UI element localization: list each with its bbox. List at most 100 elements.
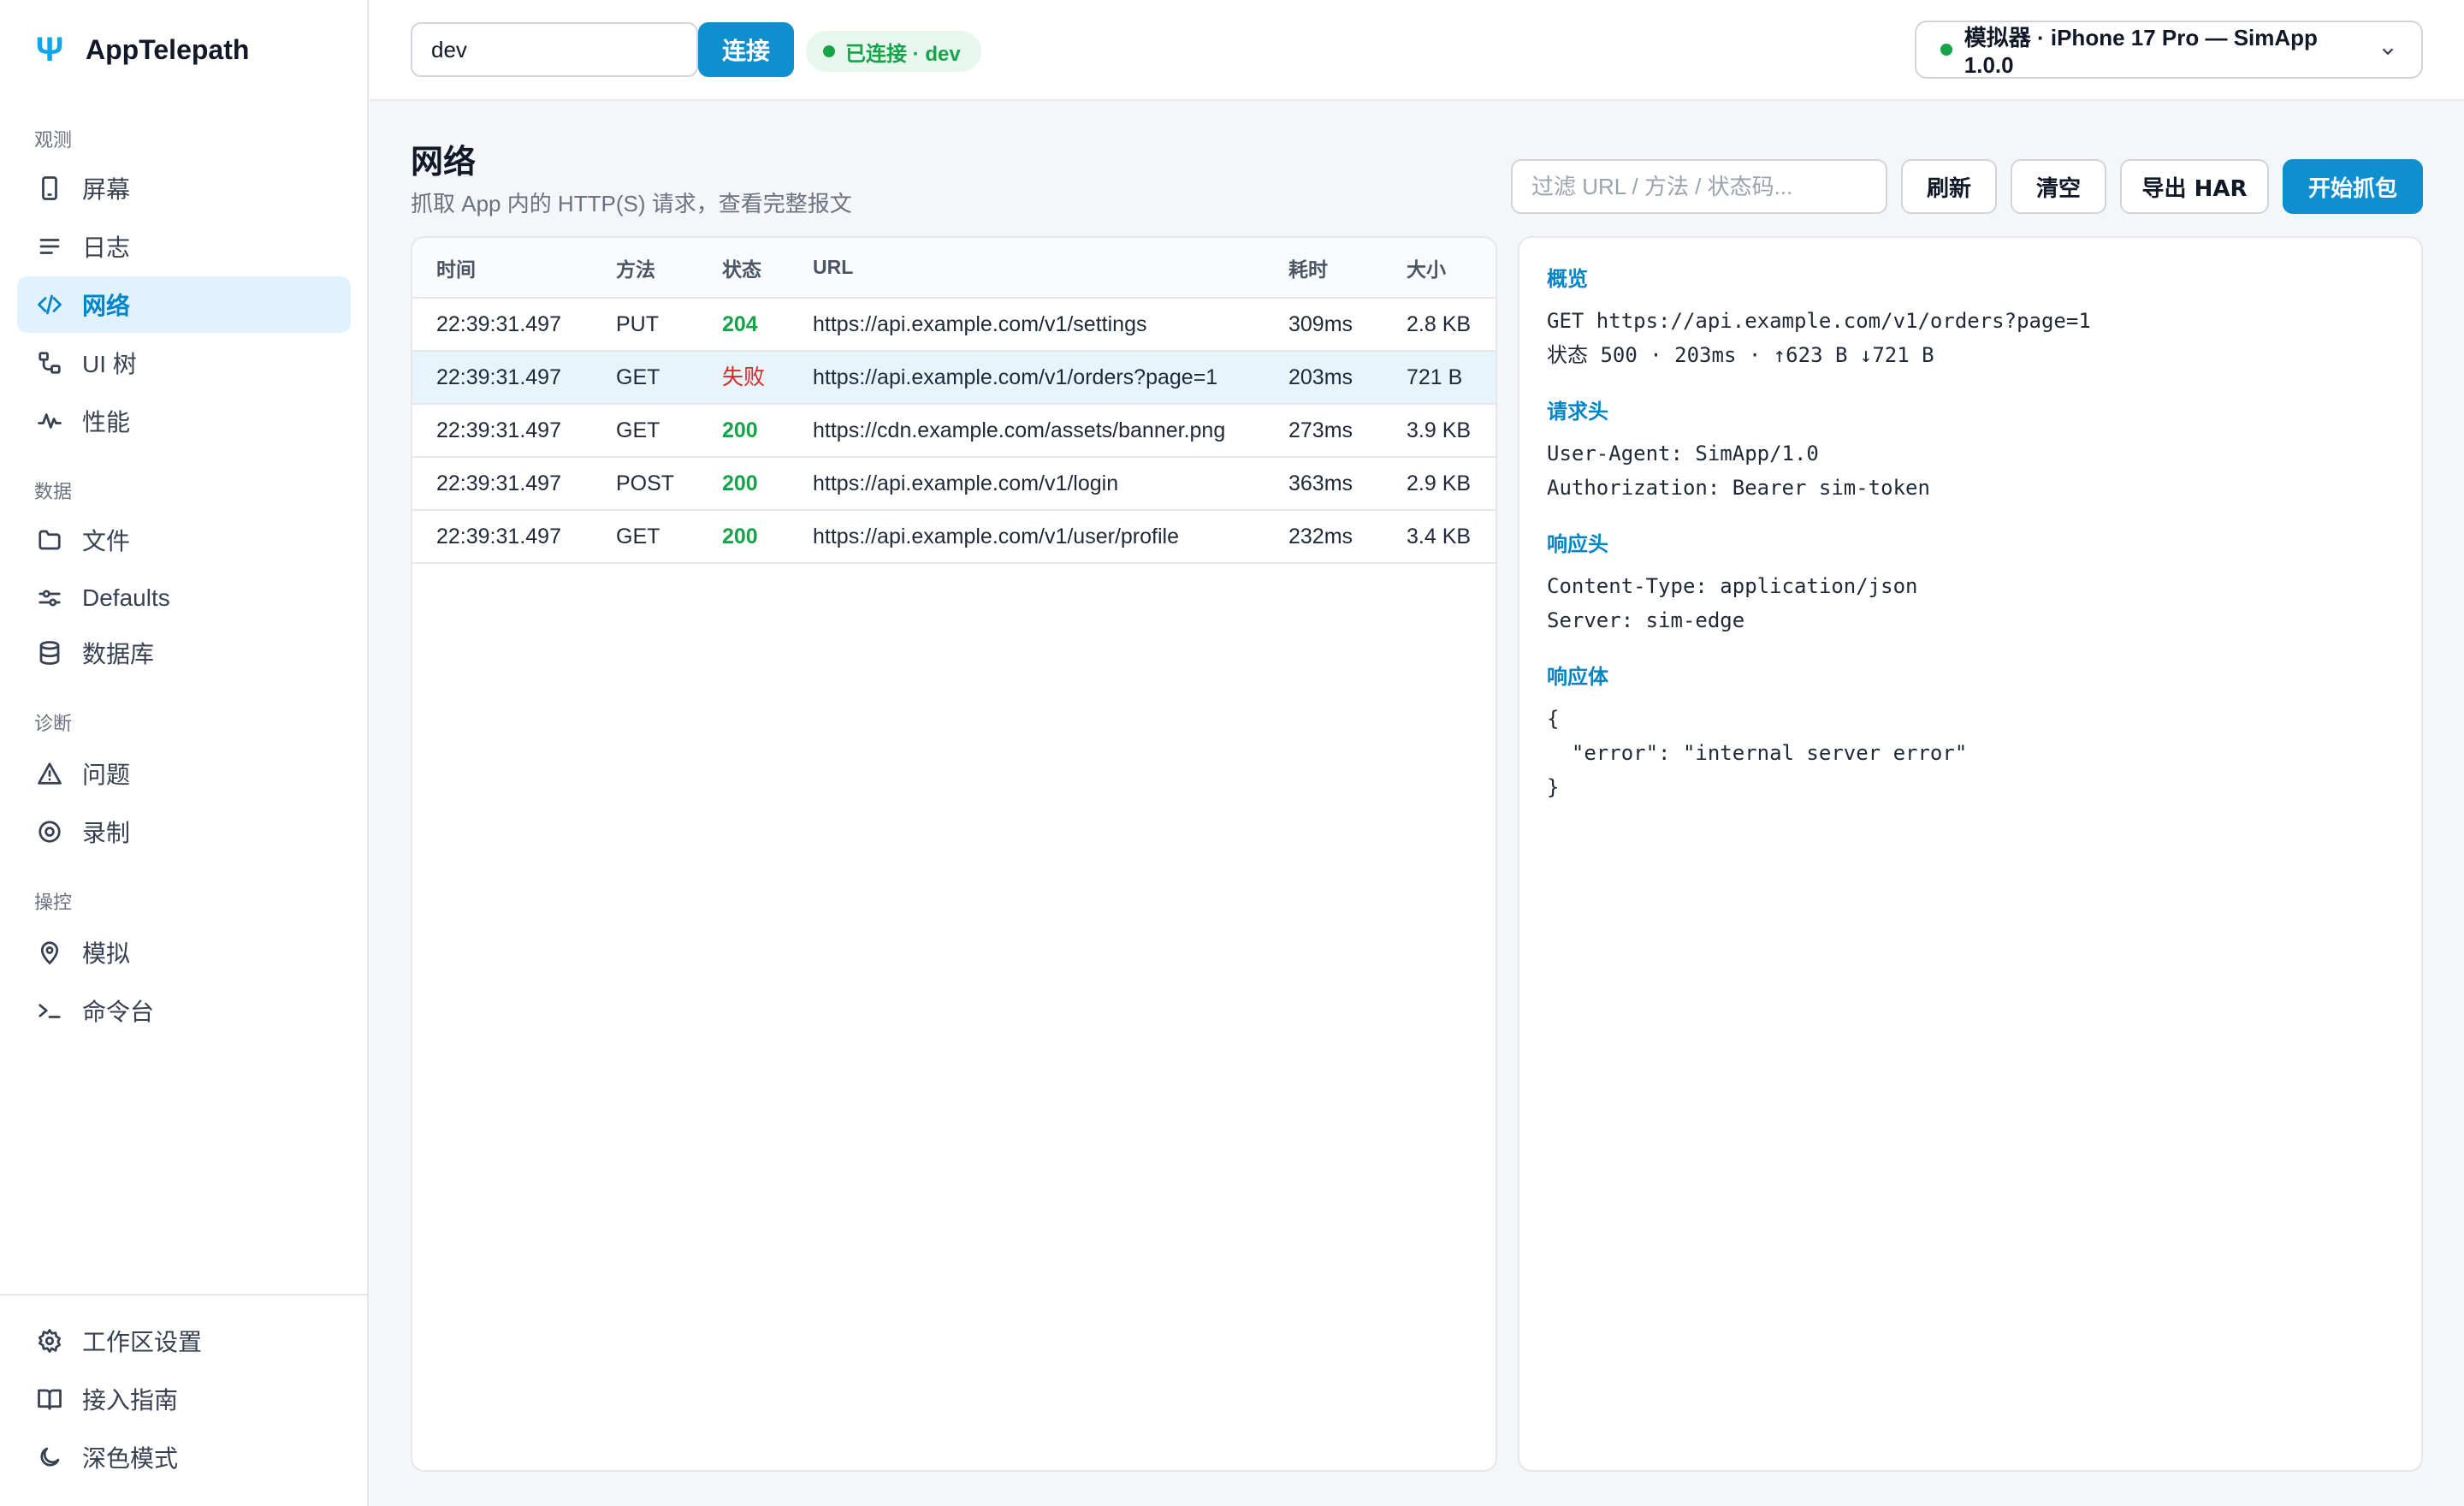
request-header-line: Authorization: Bearer sim-token <box>1547 476 1930 500</box>
column-header-time[interactable]: 时间 <box>412 238 592 299</box>
column-header-size[interactable]: 大小 <box>1383 238 1496 299</box>
table-row[interactable]: 22:39:31.497 GET 200 https://cdn.example… <box>412 404 1496 458</box>
cell-duration: 273ms <box>1265 404 1383 458</box>
sidebar-item-label: 命令台 <box>82 999 155 1025</box>
database-icon <box>36 639 63 667</box>
sidebar-item-label: 录制 <box>82 820 131 846</box>
column-header-method[interactable]: 方法 <box>592 238 698 299</box>
overview-title: 概览 <box>1547 268 1588 291</box>
overview-section: 概览 GET https://api.example.com/v1/orders… <box>1547 262 2394 372</box>
cell-duration: 203ms <box>1265 351 1383 405</box>
cell-duration: 363ms <box>1265 457 1383 511</box>
moon-icon <box>36 1444 63 1471</box>
sidebar-item-dark-mode[interactable]: 深色模式 <box>17 1429 351 1485</box>
cell-url: https://api.example.com/v1/orders?page=1 <box>789 351 1265 405</box>
sidebar-item-issues[interactable]: 问题 <box>17 745 351 802</box>
export-har-button[interactable]: 导出 HAR <box>2120 159 2269 214</box>
table-row[interactable]: 22:39:31.497 POST 200 https://api.exampl… <box>412 457 1496 511</box>
table-row-selected[interactable]: 22:39:31.497 GET 失败 https://api.example.… <box>412 351 1496 405</box>
cell-status: 204 <box>698 298 789 352</box>
cell-duration: 232ms <box>1265 510 1383 564</box>
sidebar-item-network[interactable]: 网络 <box>17 276 351 333</box>
sidebar-item-simulate[interactable]: 模拟 <box>17 924 351 981</box>
topbar: 连接 已连接 · dev 模拟器 · iPhone 17 Pro — SimAp… <box>370 0 2464 101</box>
sidebar-item-label: Defaults <box>82 584 170 611</box>
request-headers-title: 请求头 <box>1547 400 1608 424</box>
column-header-status[interactable]: 状态 <box>698 238 789 299</box>
cell-time: 22:39:31.497 <box>412 351 592 405</box>
sidebar-item-ui-tree[interactable]: UI 树 <box>17 335 351 391</box>
start-capture-button[interactable]: 开始抓包 <box>2283 159 2423 214</box>
request-header-line: User-Agent: SimApp/1.0 <box>1547 442 1819 465</box>
sidebar-item-performance[interactable]: 性能 <box>17 393 351 449</box>
psi-logo-icon: Ψ <box>35 30 64 68</box>
sidebar-item-guide[interactable]: 接入指南 <box>17 1371 351 1427</box>
folder-icon <box>36 526 63 554</box>
overview-request-line: GET https://api.example.com/v1/orders?pa… <box>1547 309 2091 333</box>
cell-time: 22:39:31.497 <box>412 510 592 564</box>
status-dot-icon <box>823 45 835 57</box>
table-row[interactable]: 22:39:31.497 GET 200 https://api.example… <box>412 510 1496 564</box>
request-headers-section: 请求头 User-Agent: SimApp/1.0 Authorization… <box>1547 394 2394 505</box>
device-select[interactable]: 模拟器 · iPhone 17 Pro — SimApp 1.0.0 <box>1915 21 2423 79</box>
sidebar-item-label: 问题 <box>82 762 131 788</box>
clear-button[interactable]: 清空 <box>2011 159 2106 214</box>
page-title: 网络 <box>411 145 477 181</box>
cell-method: POST <box>592 457 698 511</box>
book-icon <box>36 1385 63 1413</box>
connection-input[interactable] <box>411 22 698 77</box>
connection-status-badge: 已连接 · dev <box>806 31 981 72</box>
chevron-down-icon <box>2378 40 2397 59</box>
connect-button[interactable]: 连接 <box>698 22 794 77</box>
cell-size: 2.8 KB <box>1383 298 1496 352</box>
column-header-duration[interactable]: 耗时 <box>1265 238 1383 299</box>
activity-icon <box>36 407 63 435</box>
device-status-dot-icon <box>1940 44 1952 56</box>
sidebar-item-label: UI 树 <box>82 351 137 377</box>
cell-url: https://cdn.example.com/assets/banner.pn… <box>789 404 1265 458</box>
response-headers-section: 响应头 Content-Type: application/json Serve… <box>1547 527 2394 637</box>
sidebar-item-database[interactable]: 数据库 <box>17 625 351 681</box>
cell-url: https://api.example.com/v1/user/profile <box>789 510 1265 564</box>
sidebar-item-logs[interactable]: 日志 <box>17 218 351 275</box>
sidebar-item-label: 工作区设置 <box>82 1329 203 1355</box>
record-icon <box>36 818 63 845</box>
sliders-icon <box>36 584 63 612</box>
nav-group-title-data: 数据 <box>34 481 73 502</box>
cell-method: GET <box>592 510 698 564</box>
sidebar-item-console[interactable]: 命令台 <box>17 982 351 1039</box>
table-header-row: 时间 方法 状态 URL 耗时 大小 <box>412 238 1496 299</box>
column-header-url[interactable]: URL <box>789 238 1265 299</box>
sidebar-item-files[interactable]: 文件 <box>17 512 351 568</box>
sidebar-item-defaults[interactable]: Defaults <box>17 570 351 626</box>
sidebar-item-record[interactable]: 录制 <box>17 803 351 860</box>
brand: Ψ AppTelepath <box>34 30 250 68</box>
refresh-button[interactable]: 刷新 <box>1901 159 1997 214</box>
sidebar-item-screen[interactable]: 屏幕 <box>17 160 351 216</box>
cell-status: 失败 <box>698 351 789 405</box>
sidebar-item-label: 屏幕 <box>82 176 131 203</box>
location-pin-icon <box>36 939 63 966</box>
cell-size: 3.9 KB <box>1383 404 1496 458</box>
response-headers-title: 响应头 <box>1547 533 1608 556</box>
table-row[interactable]: 22:39:31.497 PUT 204 https://api.example… <box>412 298 1496 352</box>
warning-icon <box>36 760 63 787</box>
sidebar-item-label: 深色模式 <box>82 1445 179 1472</box>
sidebar: Ψ AppTelepath 观测 屏幕 日志 网络 UI 树 性能 数据 文件 … <box>0 0 369 1506</box>
request-detail-panel: 概览 GET https://api.example.com/v1/orders… <box>1518 236 2423 1472</box>
app-name: AppTelepath <box>86 33 250 65</box>
sidebar-item-label: 接入指南 <box>82 1387 179 1414</box>
device-label: 模拟器 · iPhone 17 Pro — SimApp 1.0.0 <box>1964 25 2318 78</box>
response-header-line: Server: sim-edge <box>1547 608 1745 632</box>
response-header-line: Content-Type: application/json <box>1547 574 1918 598</box>
page-subtitle: 抓取 App 内的 HTTP(S) 请求，查看完整报文 <box>411 191 852 216</box>
filter-input[interactable] <box>1511 159 1887 214</box>
nav-group-title-diagnose: 诊断 <box>34 713 73 734</box>
connection-status-text: 已连接 · dev <box>845 42 961 66</box>
sidebar-item-workspace-settings[interactable]: 工作区设置 <box>17 1313 351 1369</box>
cell-method: PUT <box>592 298 698 352</box>
terminal-icon <box>36 997 63 1024</box>
nav-group-title-control: 操控 <box>34 892 73 913</box>
cell-method: GET <box>592 351 698 405</box>
cell-status: 200 <box>698 510 789 564</box>
